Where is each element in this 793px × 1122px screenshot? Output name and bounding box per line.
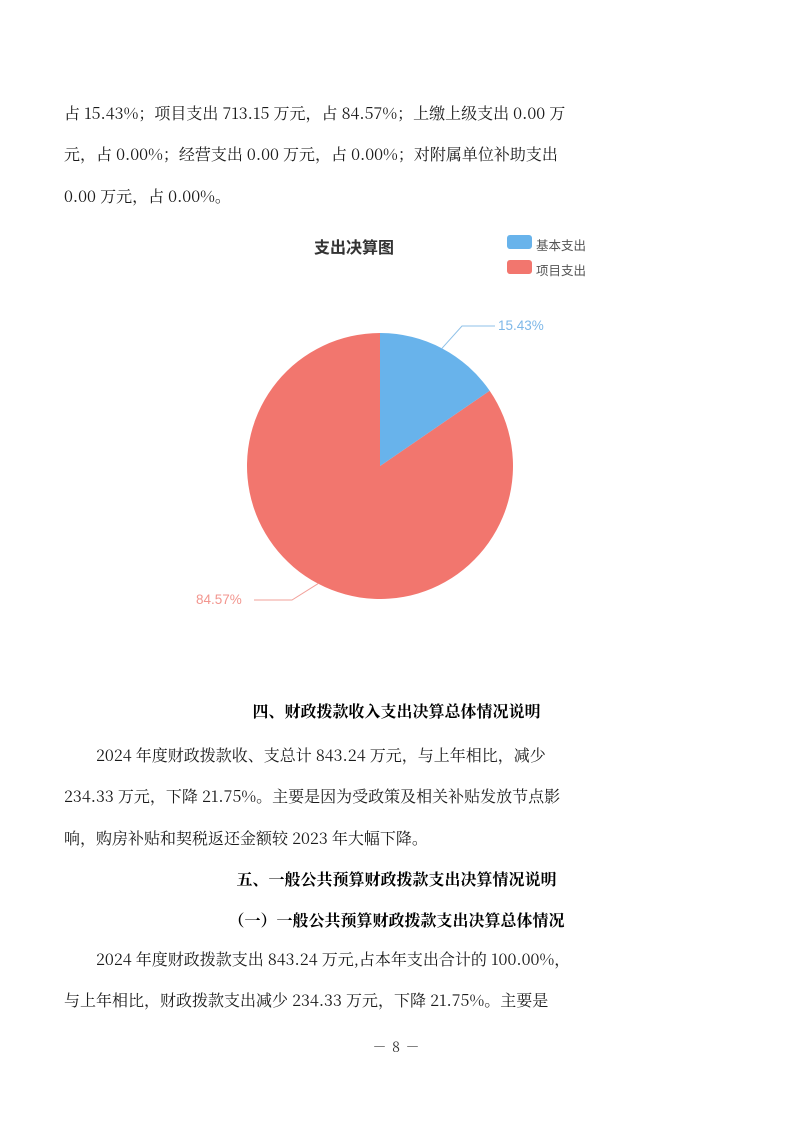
svg-text:84.57%: 84.57% [196,592,242,607]
svg-text:15.43%: 15.43% [498,318,544,333]
